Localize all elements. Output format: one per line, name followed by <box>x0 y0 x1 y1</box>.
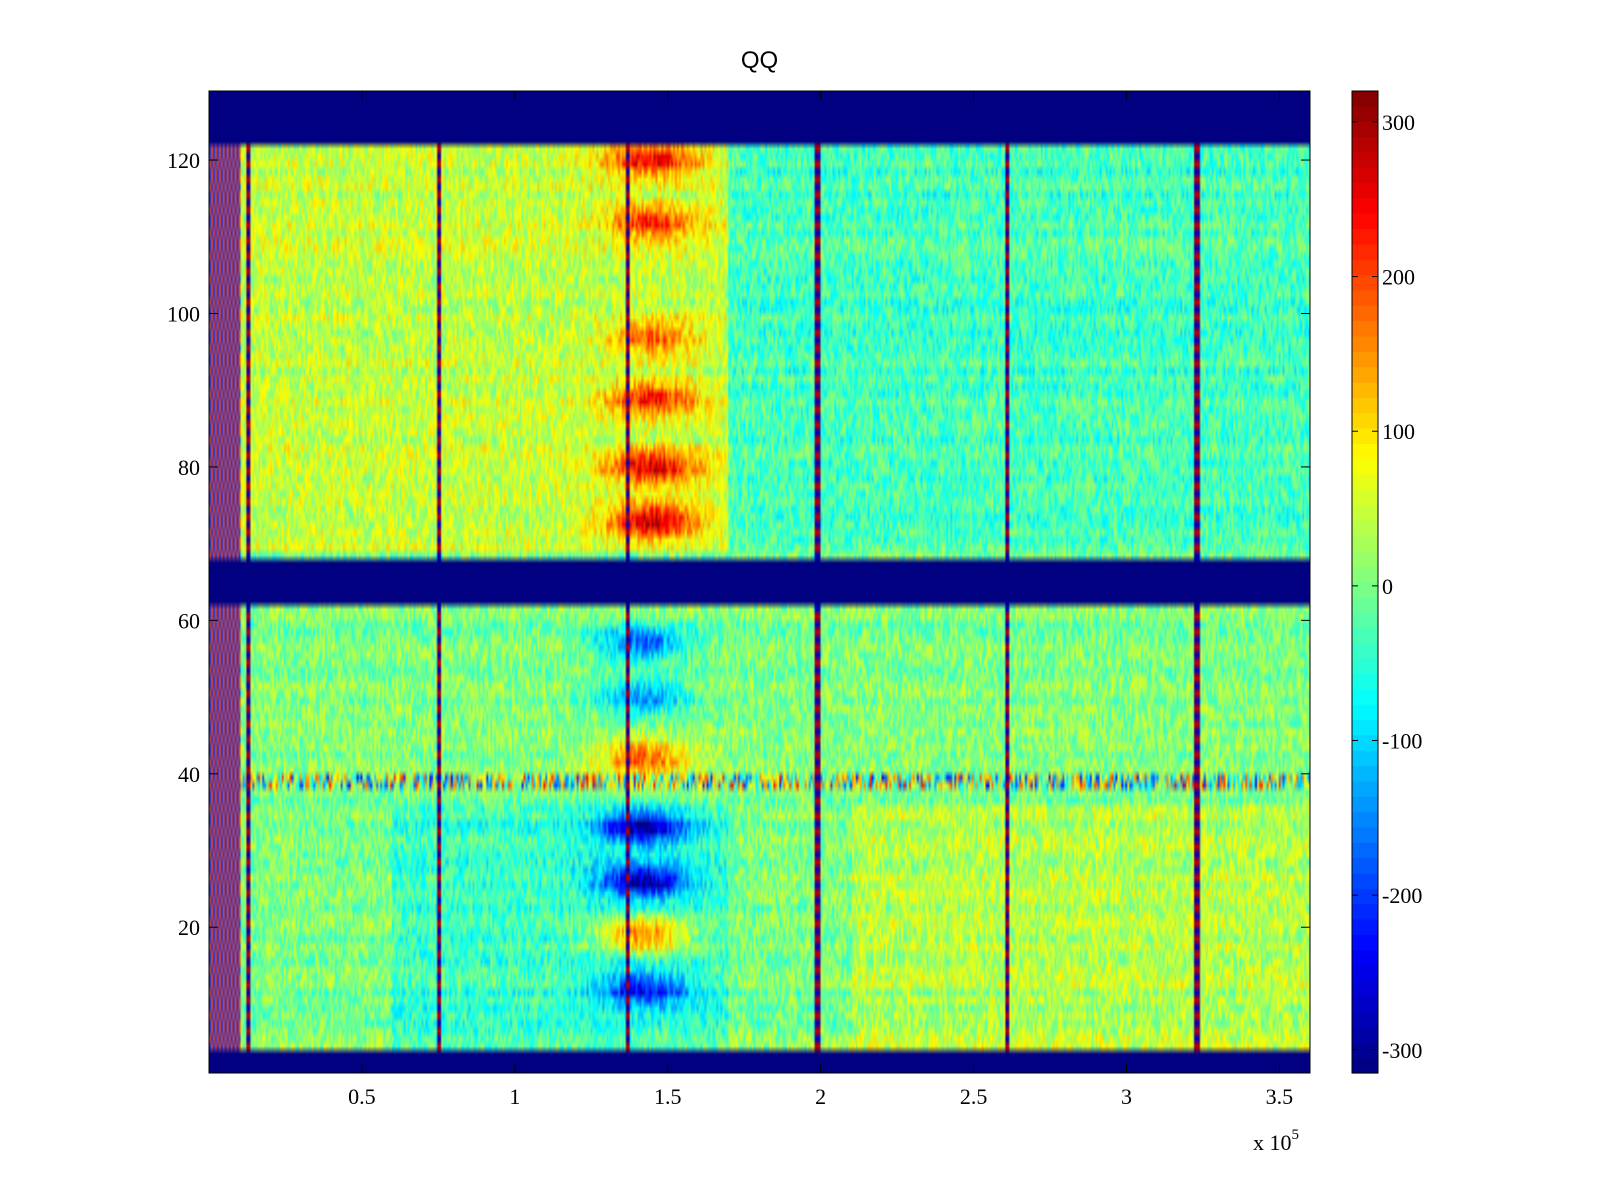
colorbar-swatch <box>1352 704 1378 721</box>
colorbar-swatch <box>1352 336 1378 353</box>
colorbar-ticks: 300 200 100 0 -100 -200 -300 <box>1352 110 1422 1063</box>
colorbar-swatch <box>1352 183 1378 200</box>
heatmap-cells <box>209 91 1310 1073</box>
colorbar-swatch <box>1352 919 1378 936</box>
colorbar-swatch <box>1352 996 1378 1013</box>
colorbar-swatch <box>1352 735 1378 752</box>
colorbar-swatch <box>1352 950 1378 967</box>
colorbar-swatch <box>1352 397 1378 414</box>
colorbar-swatch <box>1352 137 1378 153</box>
colorbar-swatch <box>1352 1011 1378 1028</box>
colorbar-swatch <box>1352 1026 1378 1043</box>
x-tick-label: 1.5 <box>654 1084 682 1109</box>
x-axis-multiplier-exponent: 5 <box>1292 1127 1300 1143</box>
y-tick-label: 80 <box>178 455 200 480</box>
colorbar-swatch <box>1352 597 1378 614</box>
colorbar-swatch <box>1352 980 1378 997</box>
colorbar-swatch <box>1352 674 1378 691</box>
colorbar <box>1351 90 1379 1074</box>
colorbar-swatch <box>1352 812 1378 829</box>
colorbar-swatch <box>1352 351 1378 368</box>
colorbar-swatch <box>1352 643 1378 660</box>
colorbar-swatch <box>1352 459 1378 476</box>
colorbar-tick-label: -300 <box>1382 1038 1422 1063</box>
colorbar-swatch <box>1352 413 1378 430</box>
colorbar-swatch <box>1352 582 1378 598</box>
colorbar-tick-label: -200 <box>1382 883 1422 908</box>
x-axis-multiplier-base: x 10 <box>1253 1130 1292 1155</box>
colorbar-swatch <box>1352 520 1378 537</box>
colorbar-swatch <box>1352 689 1378 706</box>
x-tick-label: 3.5 <box>1266 1084 1294 1109</box>
colorbar-tick-label: 0 <box>1382 574 1393 599</box>
colorbar-swatch <box>1352 612 1378 629</box>
colorbar-swatch <box>1352 658 1378 675</box>
colorbar-swatch <box>1352 244 1378 261</box>
x-axis-ticks: 0.5 1 1.5 2 2.5 3 3.5 <box>348 91 1293 1109</box>
y-tick-label: 100 <box>167 301 200 326</box>
y-tick-label: 60 <box>178 608 200 633</box>
colorbar-swatch <box>1352 290 1378 307</box>
plot-frame <box>208 90 1311 1074</box>
colorbar-swatch <box>1352 842 1378 859</box>
colorbar-tick-label: 200 <box>1382 265 1415 290</box>
colorbar-swatch <box>1352 628 1378 644</box>
colorbar-swatch <box>1352 198 1378 215</box>
y-tick-label: 40 <box>178 762 200 787</box>
colorbar-swatch <box>1352 213 1378 230</box>
colorbar-swatch <box>1352 229 1378 246</box>
x-tick-label: 0.5 <box>348 1084 376 1109</box>
colorbar-swatch <box>1352 443 1378 460</box>
colorbar-swatch <box>1352 489 1378 506</box>
y-tick-label: 120 <box>167 148 200 173</box>
colorbar-swatch <box>1352 796 1378 813</box>
chart-title: QQ <box>741 47 778 74</box>
colorbar-swatch <box>1352 720 1378 737</box>
colorbar-swatch <box>1352 275 1378 292</box>
heatmap-image <box>209 91 1310 1073</box>
colorbar-swatch <box>1352 965 1378 982</box>
colorbar-swatch <box>1352 551 1378 568</box>
colorbar-swatch <box>1352 827 1378 844</box>
colorbar-swatch <box>1352 106 1378 123</box>
colorbar-tick-label: 100 <box>1382 419 1415 444</box>
colorbar-swatch <box>1352 367 1378 384</box>
x-tick-label: 1 <box>509 1084 520 1109</box>
colorbar-swatch <box>1352 121 1378 138</box>
colorbar-swatch <box>1352 873 1378 890</box>
colorbar-swatch <box>1352 505 1378 522</box>
colorbar-swatch <box>1352 167 1378 184</box>
colorbar-swatch <box>1352 1057 1378 1074</box>
colorbar-swatch <box>1352 1042 1378 1059</box>
colorbar-swatch <box>1352 428 1378 445</box>
colorbar-swatch <box>1352 888 1378 905</box>
colorbar-swatch <box>1352 152 1378 169</box>
colorbar-swatch <box>1352 321 1378 338</box>
colorbar-swatch <box>1352 750 1378 767</box>
colorbar-swatch <box>1352 858 1378 875</box>
colorbar-swatch <box>1352 305 1378 322</box>
colorbar-swatch <box>1352 474 1378 491</box>
colorbar-tick-label: -100 <box>1382 729 1422 754</box>
x-tick-label: 2.5 <box>960 1084 988 1109</box>
colorbar-swatch <box>1352 766 1378 783</box>
y-tick-label: 20 <box>178 915 200 940</box>
colorbar-swatch <box>1352 904 1378 921</box>
colorbar-swatch <box>1352 259 1378 276</box>
colorbar-swatch <box>1352 535 1378 552</box>
colorbar-swatch <box>1352 934 1378 951</box>
colorbar-tick-label: 300 <box>1382 110 1415 135</box>
x-tick-label: 3 <box>1121 1084 1132 1109</box>
colorbar-swatch <box>1352 566 1378 583</box>
colorbar-frame <box>1351 90 1379 1074</box>
colorbar-swatch <box>1352 781 1378 798</box>
colorbar-swatch <box>1352 382 1378 399</box>
x-tick-label: 2 <box>815 1084 826 1109</box>
x-axis-multiplier: x 105 <box>1253 1127 1299 1155</box>
y-axis-ticks: 20 40 60 80 100 120 <box>167 148 1310 940</box>
colorbar-swatch <box>1352 91 1378 107</box>
